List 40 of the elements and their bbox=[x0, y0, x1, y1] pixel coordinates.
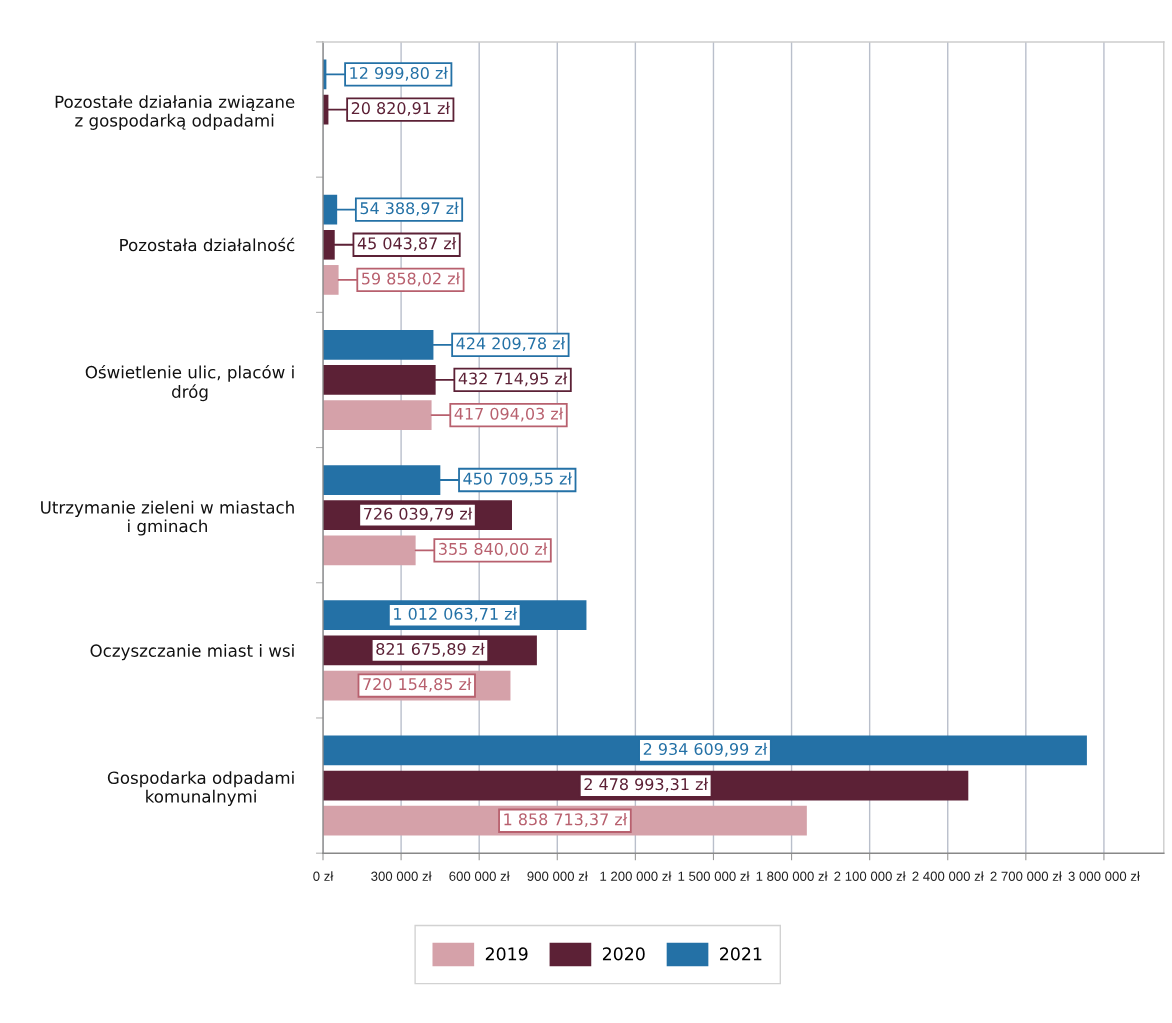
bar bbox=[323, 265, 339, 295]
data-label: 821 675,89 zł bbox=[376, 642, 485, 657]
y-tick-label: Pozostała działalność bbox=[120, 237, 295, 252]
data-label: 450 709,55 zł bbox=[463, 472, 573, 487]
data-label: 59 858,02 zł bbox=[362, 272, 461, 287]
x-tick-label: 900 000 zł bbox=[527, 871, 588, 881]
data-label: 2 478 993,31 zł bbox=[584, 777, 709, 792]
x-tick-label: 1 200 000 zł bbox=[600, 871, 672, 881]
data-label: 45 043,87 zł bbox=[357, 237, 457, 252]
data-label: 432 714,95 zł bbox=[458, 372, 568, 387]
x-tick-label: 0 zł bbox=[313, 871, 334, 881]
data-label: 20 820,91 zł bbox=[351, 101, 450, 116]
x-tick-label: 1 800 000 zł bbox=[756, 871, 828, 881]
x-tick-label: 1 500 000 zł bbox=[678, 871, 750, 881]
legend-label: 2020 bbox=[602, 947, 645, 961]
data-label: 2 934 609,99 zł bbox=[643, 742, 768, 757]
bar bbox=[323, 535, 416, 566]
x-tick-label: 600 000 zł bbox=[449, 871, 510, 881]
y-tick-label: Gospodarka odpadami komunalnymi bbox=[107, 771, 294, 806]
data-label: 12 999,80 zł bbox=[350, 66, 448, 81]
data-label: 1 012 063,71 zł bbox=[394, 607, 518, 622]
data-label: 424 209,78 zł bbox=[456, 337, 566, 352]
data-label: 720 154,85 zł bbox=[363, 677, 472, 692]
y-tick-label: Oczyszczanie miast i wsi bbox=[90, 644, 294, 661]
x-tick-label: 3 000 000 zł bbox=[1068, 871, 1140, 881]
x-tick-label: 300 000 zł bbox=[371, 871, 432, 881]
y-tick-label: Utrzymanie zieleni w miastach i gminach bbox=[41, 500, 294, 536]
x-tick-label: 2 100 000 zł bbox=[834, 871, 906, 881]
legend-label: 2021 bbox=[720, 947, 762, 961]
x-tick-label: 2 700 000 zł bbox=[990, 871, 1062, 881]
data-label: 726 039,79 zł bbox=[364, 507, 473, 522]
data-label: 54 388,97 zł bbox=[360, 201, 459, 216]
data-label: 355 840,00 zł bbox=[439, 542, 548, 557]
data-label: 1 858 713,37 zł bbox=[504, 813, 628, 827]
data-label: 417 094,03 zł bbox=[454, 407, 564, 422]
bar bbox=[323, 400, 432, 430]
y-tick-label: Oświetlenie ulic, placów i dróg bbox=[85, 364, 294, 402]
x-tick-label: 2 400 000 zł bbox=[912, 871, 984, 881]
legend-label: 2019 bbox=[485, 947, 528, 961]
y-tick-label: Pozostałe działania związane z gospodarką odpadami bbox=[55, 95, 295, 130]
